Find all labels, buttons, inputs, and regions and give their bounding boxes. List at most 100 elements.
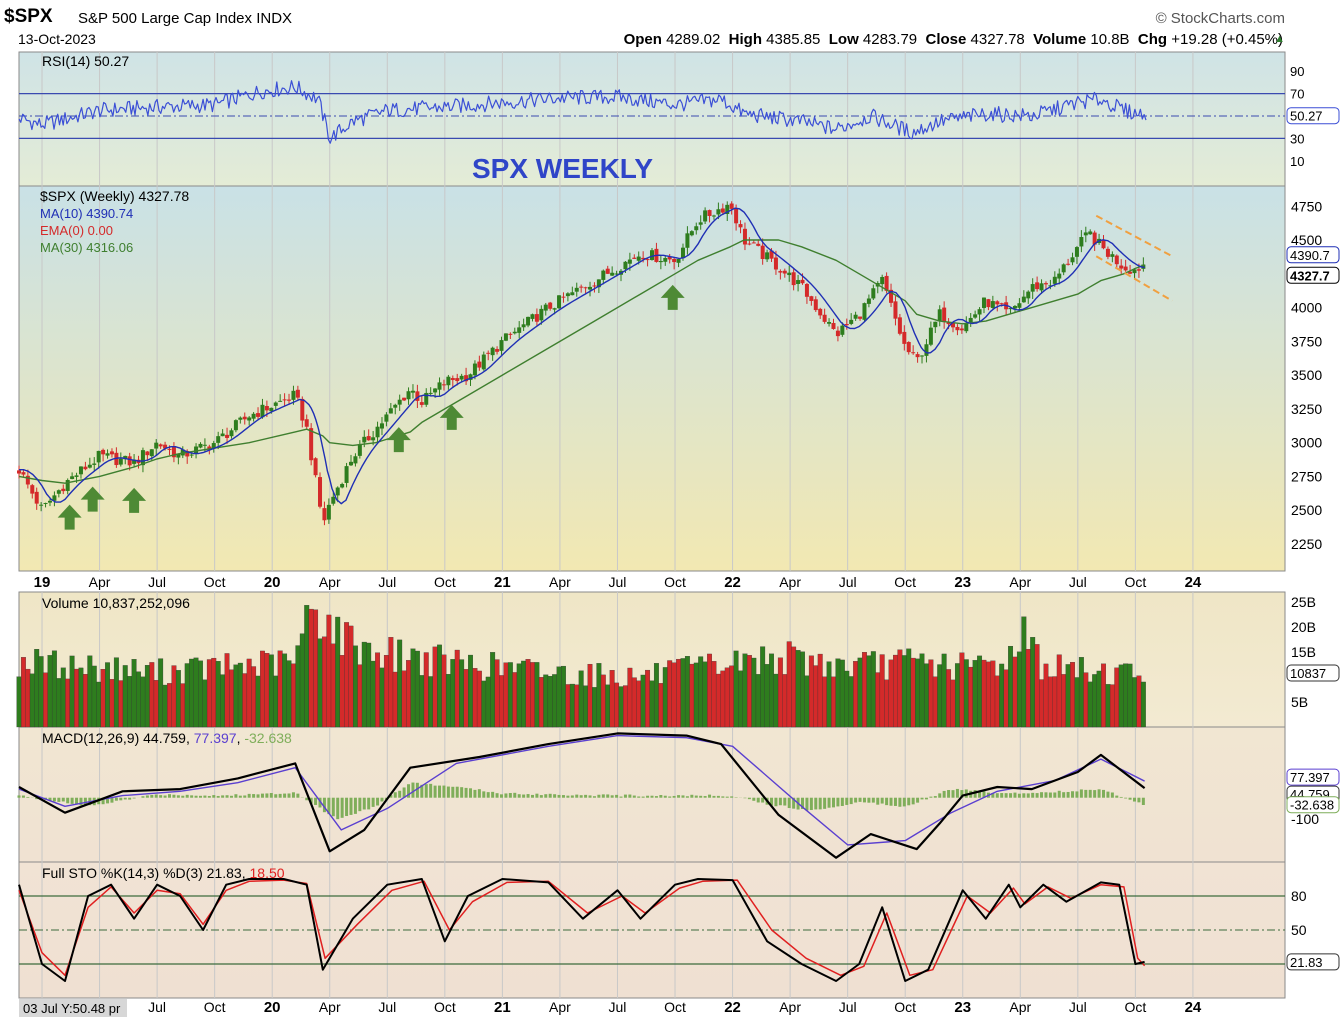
price-x-tick-label: 20 [264,574,281,591]
volume-bar [304,605,310,728]
macd-hist-bar [190,795,194,798]
volume-bar [804,675,810,728]
macd-hist-bar [898,797,902,807]
price-x-tick-label: 19 [34,574,51,591]
volume-bar [857,657,863,728]
candle-body [357,443,362,456]
chart-annotation-title: SPX WEEKLY [472,153,653,184]
price-tick-label: 3250 [1291,401,1322,417]
volume-bar [870,651,876,728]
price-x-tick-label: Oct [204,574,226,590]
candle-body [534,314,539,322]
candle-body [508,333,513,335]
macd-hist-bar [1009,793,1013,798]
macd-hist-bar [1044,792,1048,798]
volume-bar [357,664,363,728]
candle-body [804,284,809,297]
volume-bar [43,672,49,728]
macd-hist-bar [433,785,437,798]
volume-bar [51,650,57,728]
volume-bar [671,662,677,728]
candle-body [1012,305,1017,309]
candle-body [74,475,79,477]
volume-bar [503,662,509,728]
candle-body [512,331,517,334]
volume-bar [653,663,659,728]
macd-hist-bar [920,797,924,800]
volume-bar [1065,664,1071,728]
macd-hist-bar [916,797,920,803]
macd-legend-macd: MACD(12,26,9) 44.759 [42,730,186,746]
macd-hist-bar [907,797,911,806]
volume-bar [454,649,460,728]
macd-hist-bar [482,791,486,798]
volume-bar [494,659,500,728]
volume-tick-label: 20B [1291,619,1316,635]
volume-bar [866,655,872,728]
price-tick-label: 3750 [1291,333,1322,349]
volume-bar [260,650,265,728]
candle-body [601,270,606,280]
candle-body [667,256,672,260]
volume-last-value: 10837 [1290,666,1326,681]
candle-body [309,428,314,461]
candle-body [287,399,292,401]
source-watermark[interactable]: © StockCharts.com [1156,10,1285,27]
candle-body [1128,271,1133,274]
candle-body [34,491,39,504]
candle-body [264,406,269,411]
volume-label: Volume [1033,31,1087,48]
macd-hist-bar [588,795,592,798]
candle-body [924,344,929,356]
candle-body [831,323,836,329]
candle-body [871,288,876,299]
sto-x-tick-label: Oct [894,999,916,1015]
volume-bar [344,622,350,728]
macd-hist-bar [1066,791,1070,798]
macd-hist-bar [632,795,636,798]
candle-body [220,433,225,437]
price-x-tick-label: 24 [1185,574,1202,591]
macd-hist-bar [185,794,189,798]
candle-body [1030,284,1035,292]
macd-hist-bar [1057,790,1061,798]
candle-body [1039,283,1044,291]
volume-bar [547,676,553,728]
macd-hist-bar [1115,795,1119,798]
volume-bar [901,655,907,728]
macd-hist-bar [597,794,601,798]
macd-hist-bar [867,797,871,803]
candle-body [765,252,770,260]
volume-bar [383,655,389,728]
macd-hist-bar [818,797,822,810]
volume-bar [937,664,943,728]
volume-bar [273,675,279,728]
macd-hist-bar [805,797,809,811]
sto-x-tick-label: Oct [204,999,226,1015]
macd-hist-bar [539,795,543,798]
candle-body [43,502,48,504]
rsi-tick-label: 30 [1290,131,1304,146]
volume-bar [627,667,633,728]
volume-bar [1074,677,1080,728]
macd-hist-bar [924,797,928,800]
candle-body [543,304,548,311]
candle-body [813,299,818,311]
candle-body [981,297,986,308]
candle-body [410,390,415,393]
candle-body [605,268,610,274]
volume-bar [118,680,124,728]
macd-hist-bar [836,797,840,807]
macd-hist-bar [778,797,782,806]
rsi-last-value: 50.27 [1290,109,1323,124]
macd-hist-bar [207,795,211,798]
candle-body [477,361,482,368]
candle-body [703,210,708,222]
macd-hist-bar [1000,793,1004,798]
macd-last-hist-box [1286,796,1340,814]
volume-bar [543,674,549,728]
volume-bar [565,684,571,728]
candle-body [539,308,544,321]
candle-body [557,295,562,309]
